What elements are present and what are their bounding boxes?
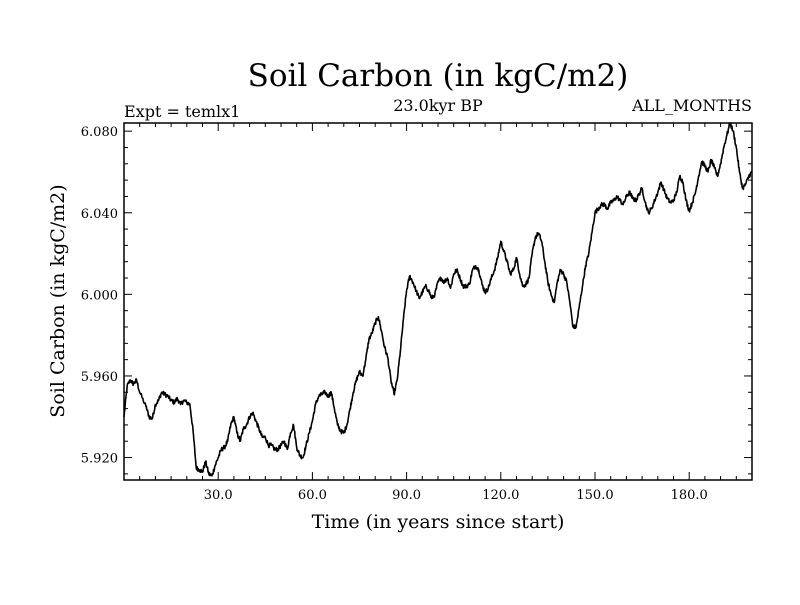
y-tick-label: 6.000 (81, 288, 118, 303)
experiment-label: Expt = temlx1 (124, 102, 240, 121)
y-tick-label: 6.040 (81, 207, 118, 222)
chart-title: Soil Carbon (in kgC/m2) (248, 58, 629, 94)
plot-frame (123, 122, 753, 481)
y-axis-label: Soil Carbon (in kgC/m2) (47, 184, 69, 417)
x-tick-label: 60.0 (298, 488, 327, 503)
y-tick-label: 5.920 (81, 452, 118, 467)
x-tick-label: 150.0 (576, 488, 613, 503)
data-series (123, 122, 753, 477)
period-label: 23.0kyr BP (393, 96, 483, 115)
y-tick-label: 6.080 (81, 125, 118, 140)
x-tick-label: 180.0 (671, 488, 708, 503)
x-axis-label: Time (in years since start) (312, 511, 565, 533)
x-tick-label: 120.0 (482, 488, 519, 503)
series-line (123, 122, 753, 477)
x-tick-label: 90.0 (392, 488, 421, 503)
axis-ticks: 30.0 60.0 90.0 120.0 150.0 180.0 5.920 5.960 6.0… (81, 123, 753, 503)
y-tick-label: 5.960 (81, 370, 118, 385)
months-label: ALL_MONTHS (631, 96, 752, 115)
x-tick-label: 30.0 (204, 488, 233, 503)
